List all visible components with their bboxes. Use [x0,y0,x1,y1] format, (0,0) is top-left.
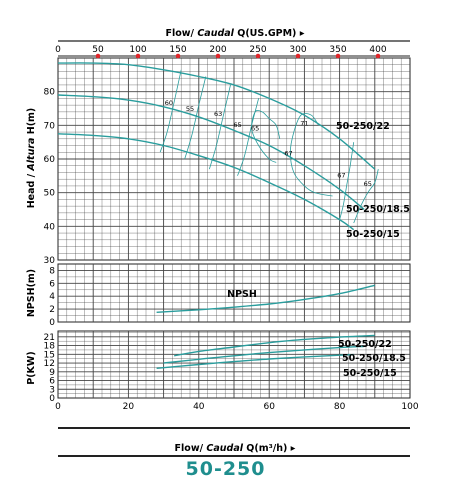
power-tick-label: 3 [49,385,55,395]
top-axis-marker [95,53,101,59]
head-curve-2 [57,133,355,231]
efficiency-contour [159,69,182,153]
npsh-tick-label: 0 [49,318,55,328]
efficiency-label: 63 [214,110,222,118]
top-axis-marker [175,53,181,59]
head-tick-label: 60 [44,155,56,165]
top-axis-marker [255,53,261,59]
power-tick-label: 18 [44,342,56,352]
top-tick-label: 350 [329,45,346,55]
top-tick-label: 100 [129,45,146,55]
power-series-label: 50-250/22 [338,339,392,350]
head-curve-1 [57,94,365,211]
efficiency-label: 71 [300,119,308,127]
bottom-tick-label: 80 [334,402,346,412]
top-tick-label: 150 [169,45,186,55]
head-series-label: 50-250/15 [346,229,400,240]
head-tick-label: 70 [44,121,56,131]
top-axis-marker [135,53,141,59]
top-tick-label: 300 [289,45,306,55]
head-curve-0 [57,62,376,170]
curves-layer [57,62,379,369]
title-rule-bottom [58,455,410,457]
top-tick-label: 200 [209,45,226,55]
npsh-curve [156,284,375,313]
head-tick-label: 80 [44,88,56,98]
bottom-tick-label: 100 [401,402,418,412]
efficiency-contour [184,76,207,160]
head-tick-label: 40 [44,222,56,232]
efficiency-label: 65 [364,180,372,188]
top-axis-marker [215,53,221,59]
head-tick-label: 30 [44,256,56,266]
npsh-axis-label: NPSH(m) [26,269,37,317]
head-series-label: 50-250/18.5 [346,204,410,215]
npsh-tick-label: 4 [49,292,55,302]
efficiency-label: 67 [284,150,292,158]
efficiency-label: 55 [186,105,194,113]
npsh-tick-label: 2 [49,305,55,315]
grid-layer [57,40,411,399]
top-tick-label: 400 [369,45,386,55]
head-tick-label: 50 [44,189,56,199]
efficiency-label: 60 [165,99,173,107]
top-tick-label: 0 [55,45,61,55]
top-axis-marker [375,53,381,59]
efficiency-contour [339,142,355,220]
power-series-label: 50-250/15 [343,368,397,379]
title-rule-top [58,427,410,429]
efficiency-label: 65 [251,124,259,132]
bottom-tick-label: 20 [123,402,135,412]
top-axis-marker [335,53,341,59]
power-tick-label: 9 [49,368,55,378]
efficiency-contour [237,98,259,176]
top-tick-label: 50 [92,45,104,55]
efficiency-contour [289,113,333,197]
head-series-label: 50-250/22 [336,121,390,132]
efficiency-contour [251,109,281,163]
bottom-tick-label: 60 [263,402,275,412]
power-axis-label: P(KW) [26,351,37,385]
efficiency-contour [353,168,379,224]
top-tick-label: 250 [249,45,266,55]
power-curve-0 [174,334,375,357]
npsh-series-label: NPSH [227,289,257,300]
npsh-tick-label: 6 [49,279,55,289]
power-tick-label: 0 [49,394,55,404]
page-title: 50-250 [185,458,266,480]
power-tick-label: 12 [44,359,55,369]
power-tick-label: 15 [44,350,55,360]
bottom-axis-title: Flow/ Caudal Q(m³/h) ▸ [175,443,296,454]
bottom-tick-label: 0 [55,402,61,412]
npsh-tick-label: 8 [49,266,55,276]
head-axis-label: Head / Altura H(m) [26,108,37,209]
power-curve-2 [156,353,354,369]
power-tick-label: 6 [49,377,55,387]
top-axis-marker [295,53,301,59]
power-tick-label: 21 [44,333,55,343]
power-series-label: 50-250/18.5 [342,353,406,364]
efficiency-label: 65 [233,121,241,129]
top-axis-title: Flow/ Caudal Q(US.GPM) ▸ [166,28,305,39]
bottom-tick-label: 40 [193,402,205,412]
efficiency-label: 67 [337,172,345,180]
power-curve-1 [163,345,365,364]
